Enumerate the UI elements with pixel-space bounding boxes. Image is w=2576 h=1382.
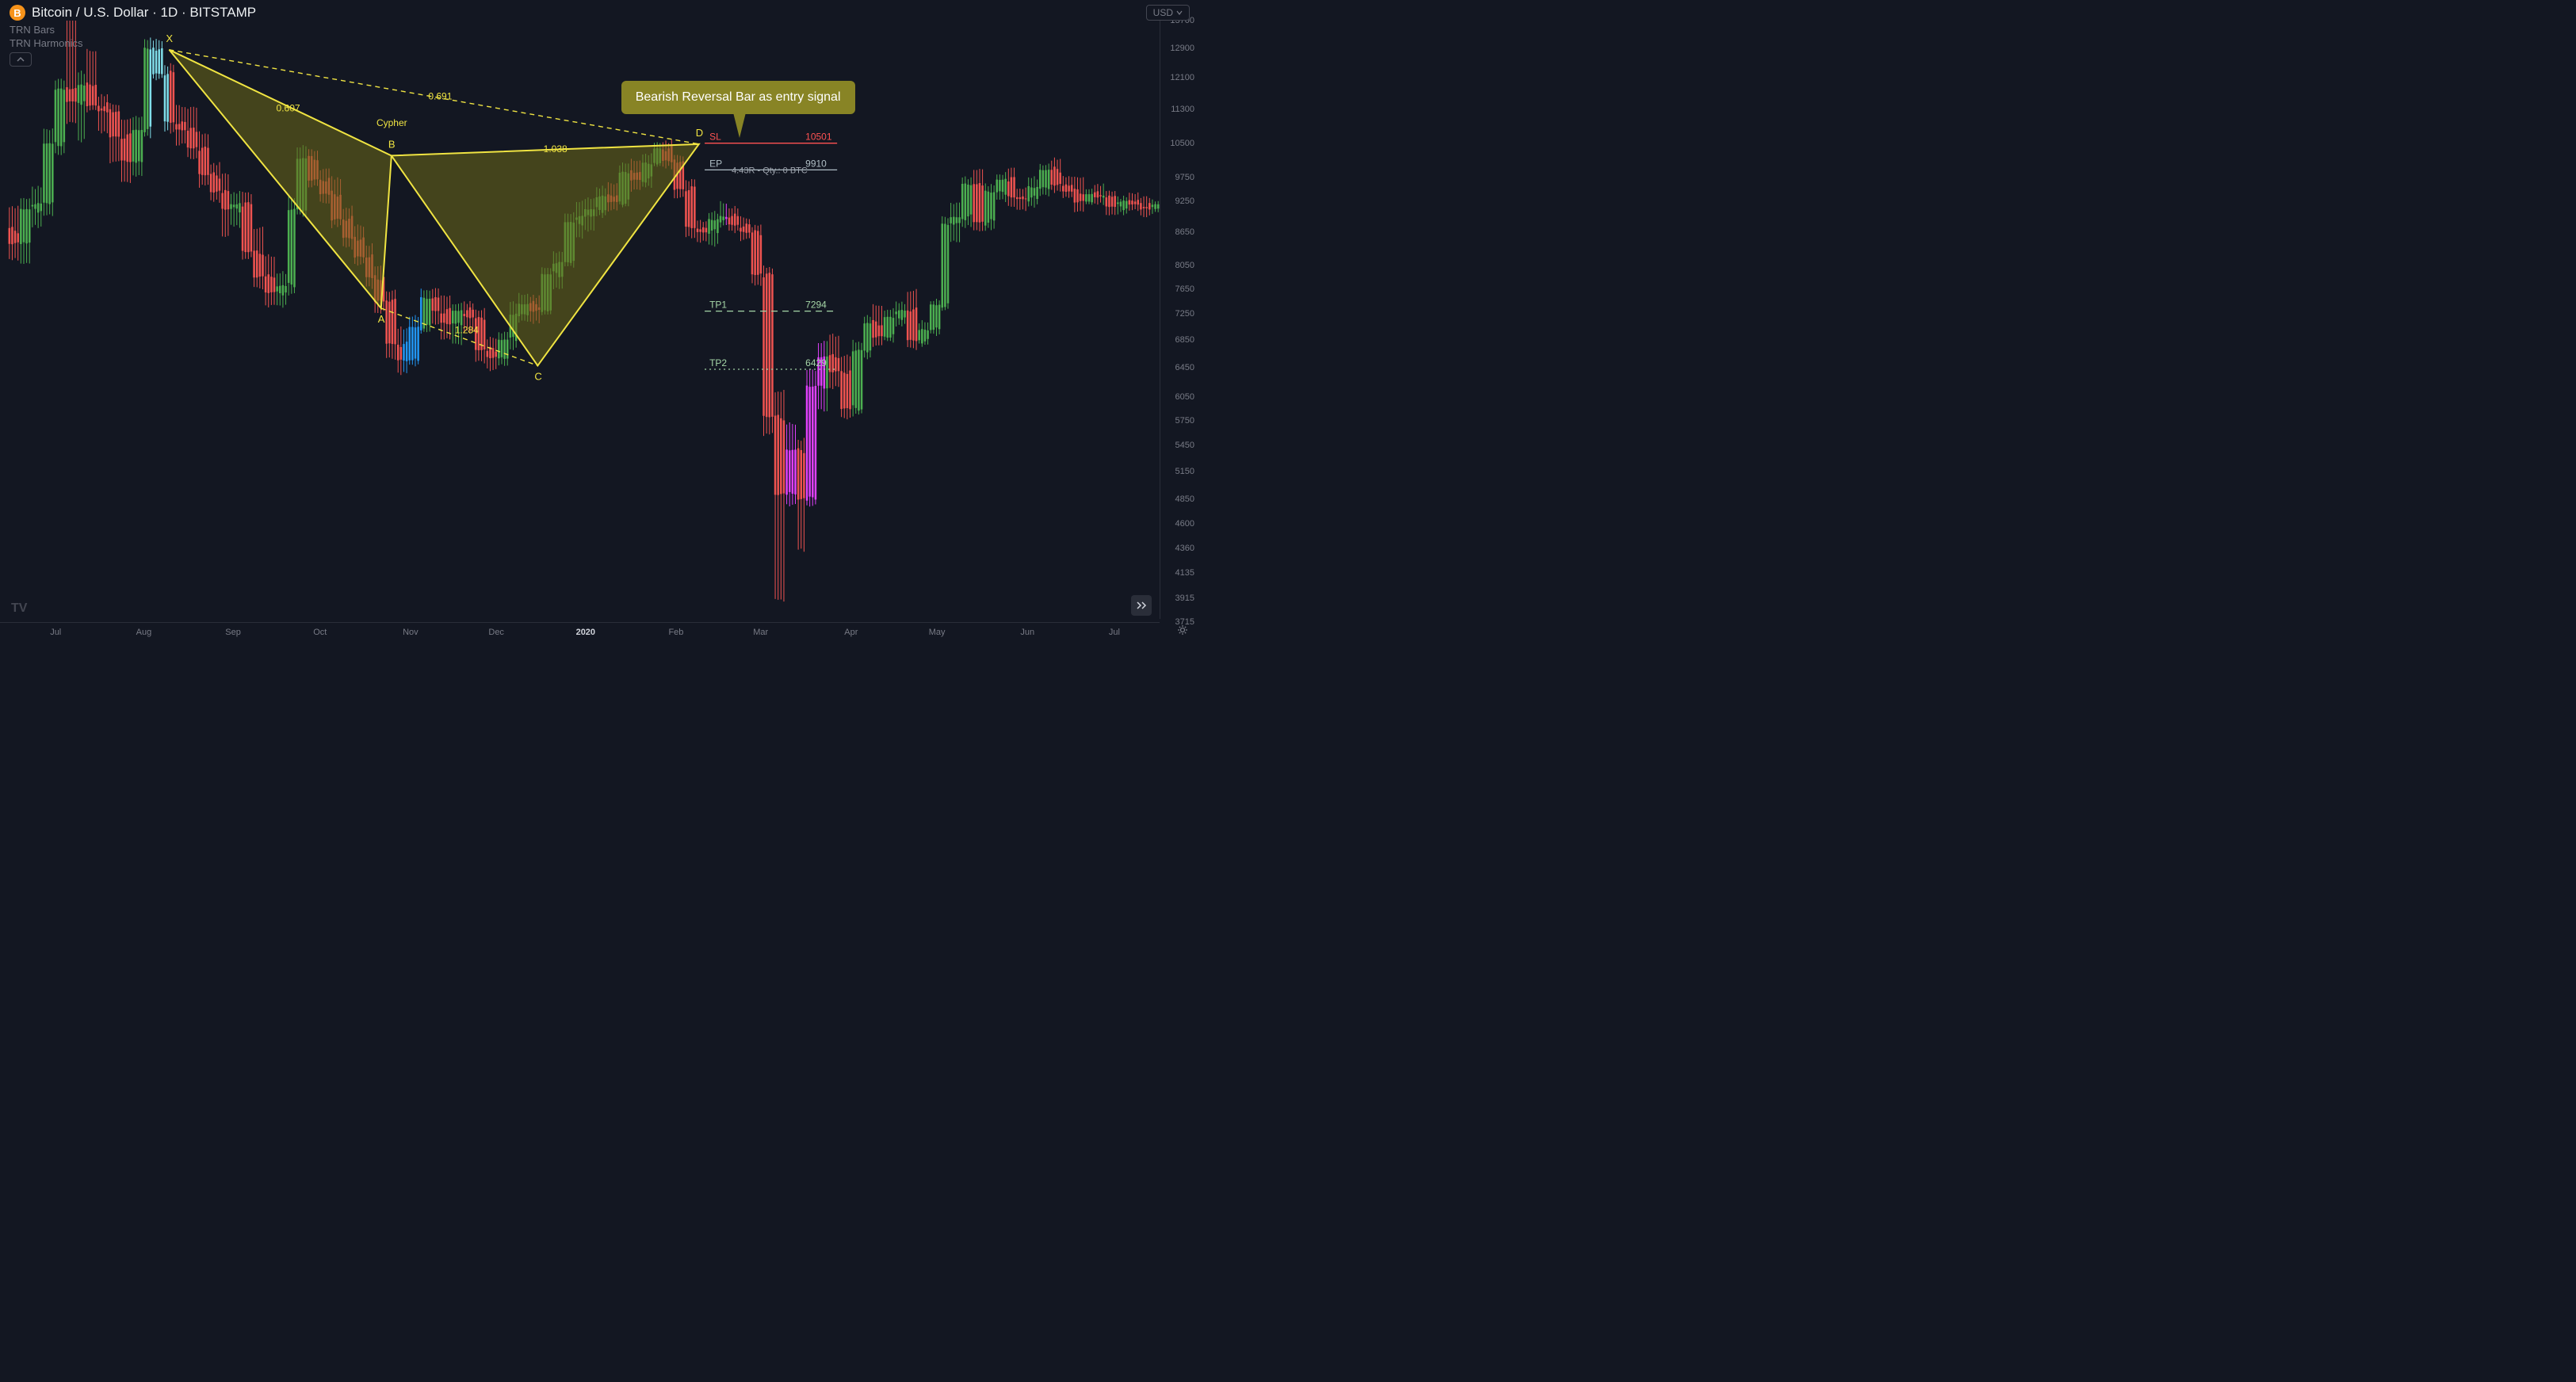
price-axis-tick: 5150	[1175, 467, 1194, 476]
price-axis-tick: 9250	[1175, 197, 1194, 206]
time-axis-tick: May	[929, 628, 946, 637]
svg-text:TP2: TP2	[709, 357, 727, 368]
svg-text:4.43R - Qty.: 0 BTC: 4.43R - Qty.: 0 BTC	[732, 166, 808, 175]
time-axis-tick: Jul	[1109, 628, 1120, 637]
time-axis-tick: Oct	[313, 628, 327, 637]
time-axis-tick: Jun	[1020, 628, 1034, 637]
price-axis-tick: 10500	[1170, 139, 1194, 148]
time-axis-tick: Jul	[50, 628, 61, 637]
time-axis-tick: Feb	[668, 628, 683, 637]
svg-text:7294: 7294	[805, 300, 827, 311]
price-axis-tick: 6450	[1175, 363, 1194, 372]
price-axis-tick: 8650	[1175, 227, 1194, 237]
price-axis-tick: 5450	[1175, 441, 1194, 450]
svg-text:1.038: 1.038	[544, 143, 568, 155]
svg-text:B: B	[388, 138, 396, 150]
svg-text:EP: EP	[709, 158, 722, 169]
gear-icon	[1177, 624, 1188, 636]
candlestick-chart: X A B C D 0.607 0.691 1.038 1.284 Cypher SL 10501 EP…	[8, 21, 1160, 622]
price-axis-tick: 7250	[1175, 309, 1194, 319]
tradingview-logo: TV	[11, 601, 27, 616]
price-axis-tick: 4850	[1175, 494, 1194, 504]
chevron-up-icon	[17, 56, 25, 63]
svg-text:0.607: 0.607	[277, 103, 300, 114]
price-axis-tick: 6850	[1175, 335, 1194, 345]
time-axis-tick: Aug	[136, 628, 152, 637]
chevron-down-icon	[1176, 10, 1183, 15]
price-axis-tick: 4600	[1175, 519, 1194, 529]
svg-text:A: A	[378, 313, 385, 325]
currency-label: USD	[1153, 7, 1173, 18]
indicators-list: TRN Bars TRN Harmonics	[10, 24, 82, 67]
svg-text:9910: 9910	[805, 158, 827, 169]
price-axis-tick: 12900	[1170, 44, 1194, 53]
svg-text:Cypher: Cypher	[376, 117, 407, 128]
price-axis-tick: 5750	[1175, 416, 1194, 426]
price-axis[interactable]: 1370012900121001130010500975092508650805…	[1160, 21, 1199, 619]
indicator-item[interactable]: TRN Harmonics	[10, 37, 82, 49]
collapse-indicators-button[interactable]	[10, 52, 32, 67]
callout-text: Bearish Reversal Bar as entry signal	[636, 90, 841, 104]
svg-text:D: D	[696, 127, 703, 139]
indicator-item[interactable]: TRN Bars	[10, 24, 82, 36]
svg-text:6429: 6429	[805, 357, 827, 368]
chart-header: B Bitcoin / U.S. Dollar · 1D · BITSTAMP	[10, 5, 256, 21]
scroll-to-end-button[interactable]	[1131, 595, 1152, 616]
svg-text:1.284: 1.284	[455, 325, 479, 336]
annotation-callout[interactable]: Bearish Reversal Bar as entry signal	[621, 81, 855, 114]
svg-text:C: C	[534, 370, 541, 382]
svg-text:0.691: 0.691	[428, 90, 452, 101]
svg-text:X: X	[166, 32, 173, 44]
time-axis-tick: Dec	[488, 628, 504, 637]
time-axis-tick: 2020	[576, 628, 595, 637]
svg-text:SL: SL	[709, 132, 721, 143]
time-axis-tick: Sep	[225, 628, 241, 637]
price-axis-tick: 4135	[1175, 568, 1194, 578]
coin-icon: B	[10, 5, 25, 21]
axis-settings-button[interactable]	[1177, 624, 1188, 639]
price-axis-tick: 6050	[1175, 392, 1194, 402]
symbol-title[interactable]: Bitcoin / U.S. Dollar · 1D · BITSTAMP	[32, 5, 256, 21]
svg-text:10501: 10501	[805, 132, 832, 143]
time-axis[interactable]: Jul Aug Sep Oct Nov Dec 2020 Feb Mar Apr May Jun Jul	[0, 622, 1160, 644]
price-axis-tick: 11300	[1171, 105, 1194, 114]
price-axis-tick: 4360	[1175, 544, 1194, 553]
time-axis-tick: Apr	[844, 628, 858, 637]
currency-selector[interactable]: USD	[1146, 5, 1190, 21]
price-axis-tick: 8050	[1175, 261, 1194, 270]
time-axis-tick: Mar	[753, 628, 768, 637]
time-axis-tick: Nov	[403, 628, 419, 637]
price-axis-tick: 12100	[1170, 73, 1194, 82]
double-chevron-right-icon	[1136, 601, 1147, 609]
price-axis-tick: 9750	[1175, 173, 1194, 182]
svg-text:TP1: TP1	[709, 300, 727, 311]
price-axis-tick: 3915	[1175, 594, 1194, 603]
chart-area[interactable]: X A B C D 0.607 0.691 1.038 1.284 Cypher SL 10501 EP…	[8, 21, 1160, 622]
price-axis-tick: 7650	[1175, 284, 1194, 294]
